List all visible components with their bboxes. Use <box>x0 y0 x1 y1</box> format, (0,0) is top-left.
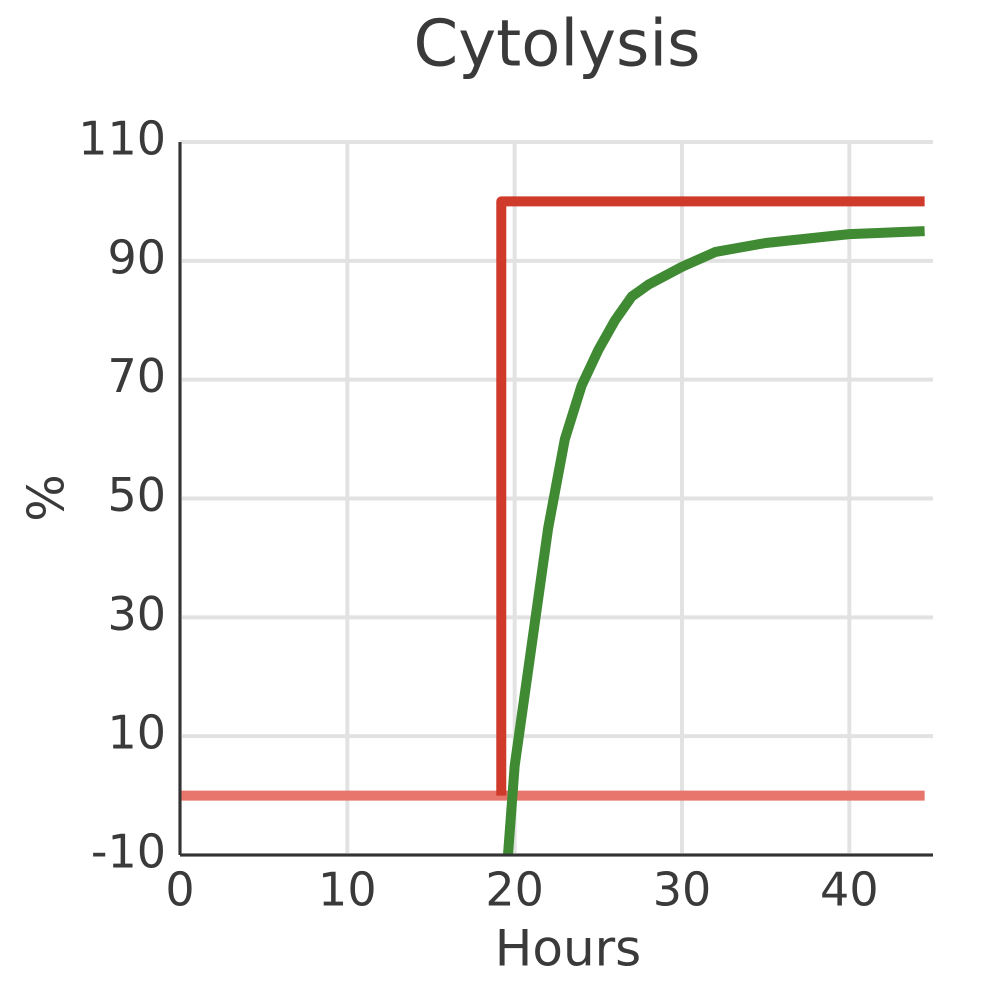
y-tick-label: 30 <box>107 587 166 641</box>
x-tick-label: 40 <box>820 863 879 917</box>
plot <box>180 196 925 856</box>
y-tick-label: 70 <box>107 349 166 403</box>
y-axis-label: % <box>18 474 76 522</box>
x-tick-label: 20 <box>485 863 544 917</box>
x-tick-label: 10 <box>318 863 377 917</box>
series-line <box>496 196 925 796</box>
x-axis-label: Hours <box>495 920 641 978</box>
series-line <box>502 226 925 856</box>
y-tick-label: 10 <box>107 706 166 760</box>
chart-title: Cytolysis <box>414 8 701 82</box>
y-tick-label: 50 <box>107 468 166 522</box>
x-tick-label: 0 <box>165 863 194 917</box>
x-tick-label: 30 <box>653 863 712 917</box>
y-tick-label: 110 <box>78 112 166 166</box>
y-tick-label: -10 <box>91 825 166 879</box>
y-tick-label: 90 <box>107 230 166 284</box>
